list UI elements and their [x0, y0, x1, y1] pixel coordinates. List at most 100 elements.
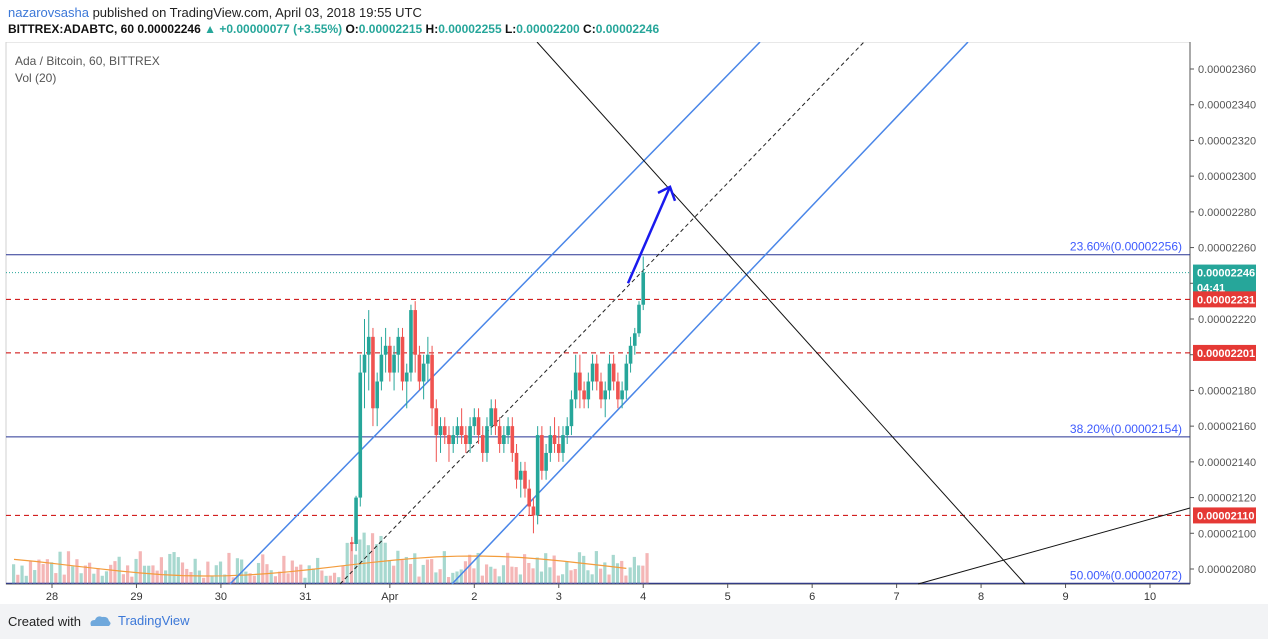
volume-bar [446, 577, 451, 584]
candle-body [523, 470, 527, 489]
volume-bar [316, 557, 320, 584]
volume-bar [565, 561, 569, 584]
publish-info: published on TradingView.com, April 03, … [92, 5, 422, 20]
x-tick-label: 8 [978, 591, 984, 603]
volume-bar [362, 532, 366, 584]
y-tick-label: 0.00002260 [1198, 243, 1256, 255]
candle-body [506, 426, 510, 436]
volume-bar [358, 539, 362, 584]
volume-bar [168, 553, 172, 584]
fib-level-label: 50.00%(0.00002072) [1070, 568, 1182, 582]
volume-bar [54, 573, 58, 584]
x-tick-label: 28 [46, 591, 58, 603]
volume-bar [544, 553, 548, 584]
candle-body [586, 381, 591, 400]
volume-bar [539, 571, 544, 584]
volume-bar [332, 572, 337, 584]
volume-bar [489, 566, 493, 584]
y-tick-label: 0.00002300 [1198, 171, 1256, 183]
volume-bar [506, 552, 510, 584]
volume-bar [320, 570, 324, 584]
x-tick-label: 9 [1062, 591, 1068, 603]
tradingview-logo-icon [90, 615, 111, 626]
candle-body [641, 272, 646, 305]
volume-bar [197, 570, 202, 584]
volume-bar [62, 574, 66, 584]
volume-bar [96, 568, 100, 584]
volume-bar [480, 575, 484, 584]
y-tick-label: 0.00002360 [1198, 64, 1256, 76]
price-axis-badge [1193, 507, 1256, 524]
volume-ma-line [13, 555, 627, 577]
volume-bar [299, 564, 303, 584]
candle-body [379, 354, 384, 382]
volume-bar [493, 568, 497, 584]
candle-body [413, 310, 417, 355]
volume-bar [392, 565, 396, 584]
volume-bar [71, 566, 75, 584]
candle-body [442, 426, 447, 436]
volume-bar [75, 559, 79, 584]
price-chart[interactable]: 0.00002360 0.00002340 0.00002320 0.00002300… [0, 42, 1268, 604]
volume-bar [303, 577, 307, 584]
volume-bar [637, 565, 641, 584]
volume-bar [387, 560, 392, 584]
candle-body [430, 354, 434, 409]
volume-bar [307, 565, 311, 584]
volume-bar [311, 568, 316, 584]
volume-bar [92, 573, 96, 584]
volume-bar [104, 571, 109, 584]
volume-bar [269, 570, 273, 584]
volume-bar [620, 560, 624, 584]
volume-bar [100, 575, 104, 584]
x-tick-label: 31 [299, 591, 311, 603]
footer: Created with TradingView [0, 604, 1268, 639]
y-tick-label: 0.00002340 [1198, 100, 1256, 112]
volume-bar [37, 559, 41, 584]
volume-bar [354, 554, 358, 584]
author-link[interactable]: nazarovsasha [8, 5, 89, 20]
volume-bar [379, 535, 383, 584]
volume-bar [645, 553, 649, 584]
volume-bar [624, 575, 628, 584]
candle-body [392, 354, 396, 373]
candle-body [464, 435, 468, 444]
volume-bar [438, 569, 442, 584]
volume-bar [586, 570, 590, 584]
volume-bar [202, 577, 206, 584]
x-tick-label: Apr [381, 591, 398, 603]
volume-bar [417, 576, 421, 584]
y-tick-label: 0.00002160 [1198, 421, 1256, 433]
candle-body [628, 345, 633, 364]
volume-bar [472, 568, 476, 584]
volume-bar [607, 574, 611, 584]
candle-body [637, 304, 641, 334]
volume-bar [535, 557, 539, 584]
x-tick-label: 5 [725, 591, 731, 603]
volume-bar [573, 569, 577, 584]
volume-bar [599, 568, 603, 584]
price-axis-badge-label: 0.00002110 [1197, 510, 1255, 522]
volume-bar [273, 576, 278, 584]
candle-body [535, 435, 540, 516]
candle-body [485, 426, 489, 453]
x-tick-label: 3 [556, 591, 562, 603]
volume-bar [408, 563, 413, 584]
candle-body [544, 452, 548, 471]
volume-bar [113, 561, 117, 584]
volume-bar [324, 575, 328, 584]
volume-bar [514, 567, 518, 584]
tradingview-brand[interactable]: TradingView [88, 613, 190, 628]
volume-bar [176, 557, 180, 584]
candle-body [590, 363, 595, 382]
tradingview-brand-label: TradingView [118, 613, 190, 628]
candle-body [417, 354, 422, 382]
volume-bar [425, 559, 430, 584]
volume-bar [603, 562, 607, 584]
volume-bar [531, 568, 535, 584]
candle-body [366, 336, 371, 355]
volume-bar [256, 562, 261, 584]
candle-body [480, 435, 485, 453]
y-tick-label: 0.00002100 [1198, 528, 1256, 540]
volume-bar [375, 544, 379, 584]
